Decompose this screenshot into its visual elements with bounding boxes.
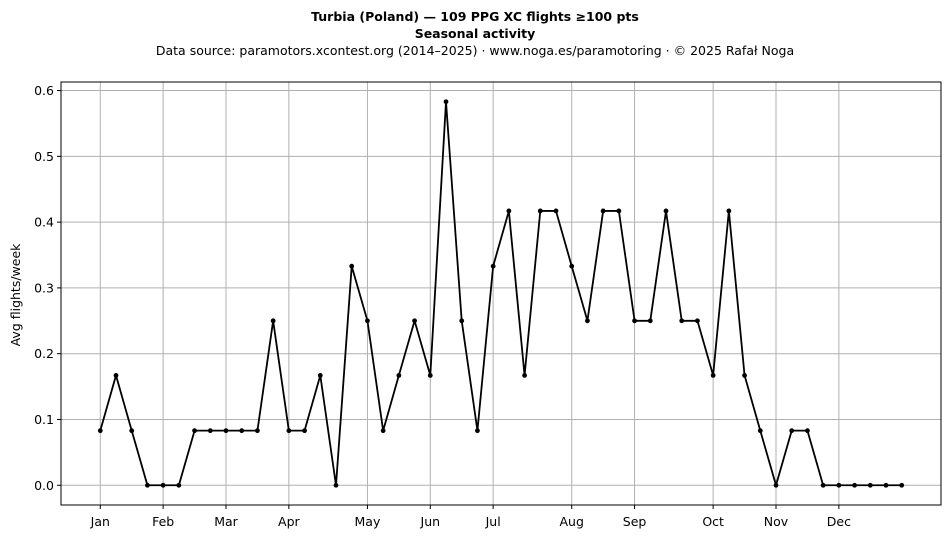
x-tick-label: Jul [485,514,501,529]
data-point [616,208,622,214]
x-tick-label: Jan [90,514,110,529]
y-tick-label: 0.1 [34,412,54,427]
data-point [412,318,417,324]
data-point [695,318,700,324]
x-tick-label: Mar [214,514,238,529]
data-point [506,208,512,214]
plot-frame [60,81,942,506]
x-tick-label: May [355,514,381,529]
data-point [396,373,402,378]
data-point [427,373,433,378]
y-tick-label: 0.0 [34,478,54,493]
data-point [270,318,276,324]
y-tick-label: 0.6 [34,83,54,98]
data-point [710,373,716,378]
data-point [380,428,386,434]
data-point [113,373,119,378]
x-tick-label: Dec [827,514,851,529]
data-point [600,208,606,214]
data-point [365,318,370,324]
data-point [836,482,842,488]
y-tick-label: 0.5 [34,149,54,164]
x-tick-label: Oct [702,514,724,529]
data-point [223,428,229,434]
data-point [789,428,795,434]
x-tick-label: Nov [764,514,789,529]
data-point [207,428,213,434]
y-tick-label: 0.3 [34,280,54,295]
data-point [632,318,637,324]
data-point [742,373,747,378]
data-point [679,318,685,324]
x-tick-label: Apr [278,514,300,529]
data-point [97,428,103,434]
data-point [475,428,480,434]
data-point [773,482,779,488]
data-point [176,482,182,488]
data-point [820,482,826,488]
data-point [192,428,197,434]
data-point [553,208,559,214]
data-point [852,482,857,488]
axes: Jan Feb Mar Apr May Jun Jul Aug Sep Oct Nov Dec 0.0 0… [34,81,942,529]
data-point [726,208,732,214]
data-point [883,482,889,488]
data-point [569,263,575,269]
x-tick-label: Jun [420,514,441,529]
data-point [302,428,307,434]
data-point [239,428,245,434]
data-point [333,482,339,488]
data-point [663,208,669,214]
chart-title: Turbia (Poland) — 109 PPG XC flights ≥10… [311,9,639,24]
x-tick-label: Aug [560,514,584,529]
x-tick-label: Sep [623,514,647,529]
grid [61,82,941,505]
data-point [317,373,323,378]
data-point [459,318,465,324]
chart-source-line: Data source: paramotors.xcontest.org (20… [155,43,795,58]
y-tick-label: 0.2 [34,346,54,361]
data-point [286,428,292,434]
series-line [99,100,902,487]
chart-subtitle: Seasonal activity [414,26,536,41]
y-axis-label: Avg flights/week [8,243,23,347]
data-point [145,482,150,488]
data-point [647,318,653,324]
data-point [522,373,527,378]
x-tick-label: Feb [152,514,174,529]
data-point [867,482,873,488]
data-point [899,482,905,488]
data-point [160,482,166,488]
data-point [349,263,355,269]
data-point [443,99,449,105]
data-point [490,263,496,269]
y-tick-label: 0.4 [34,215,54,230]
series [97,99,905,488]
data-point [537,208,543,214]
data-point [585,318,590,324]
data-point [805,428,810,434]
data-point [129,428,135,434]
data-point [757,428,763,434]
data-point [255,428,260,434]
